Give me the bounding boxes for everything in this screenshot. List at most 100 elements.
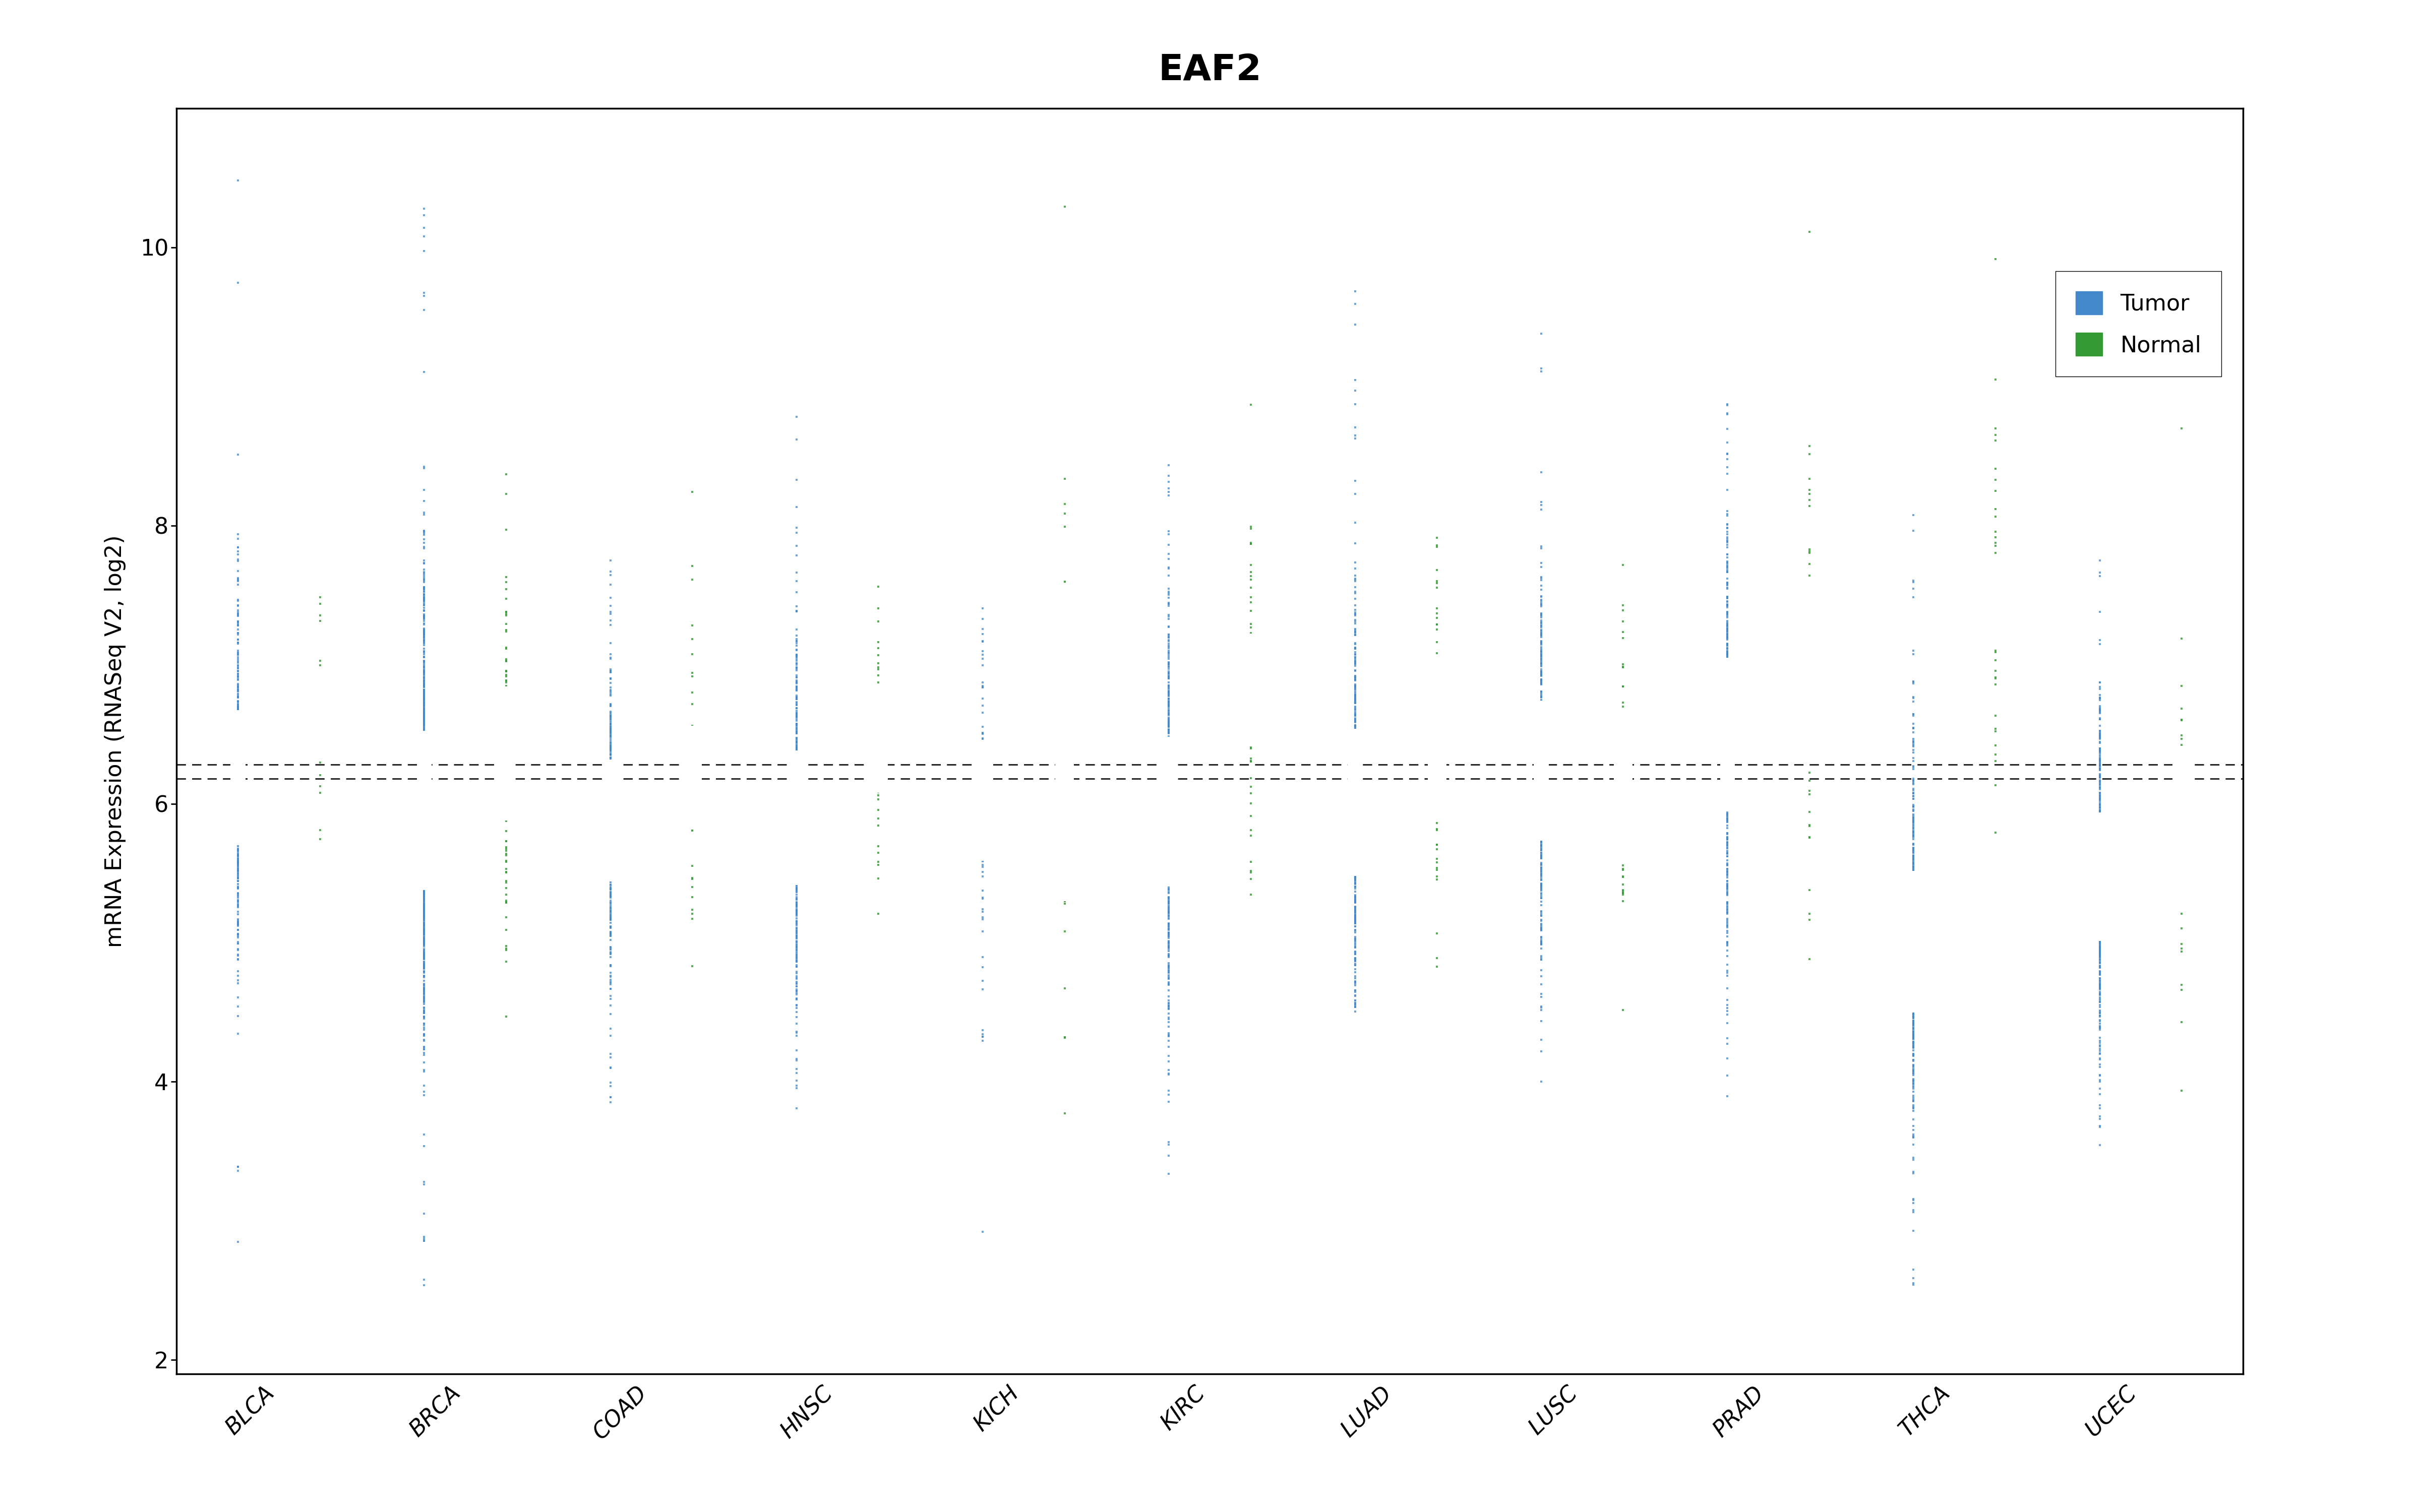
Point — [1895, 916, 1934, 940]
Point — [1977, 608, 2016, 632]
Point — [218, 700, 257, 724]
Point — [1895, 823, 1934, 847]
Point — [1522, 685, 1561, 709]
Point — [1336, 839, 1375, 863]
Point — [1895, 1019, 1934, 1043]
Point — [777, 785, 816, 809]
Point — [590, 736, 629, 761]
Point — [2081, 751, 2120, 776]
Point — [404, 792, 443, 816]
Point — [777, 656, 816, 680]
Point — [1895, 1024, 1934, 1048]
Point — [777, 1077, 816, 1101]
Point — [1895, 779, 1934, 803]
Point — [404, 550, 443, 575]
Point — [1522, 871, 1561, 895]
Point — [1522, 703, 1561, 727]
Point — [1522, 602, 1561, 626]
Point — [777, 534, 816, 558]
Point — [590, 721, 629, 745]
Point — [2081, 756, 2120, 780]
Point — [1232, 747, 1270, 771]
Point — [1709, 659, 1747, 683]
Point — [404, 729, 443, 753]
Point — [1150, 748, 1188, 773]
Point — [404, 730, 443, 754]
Point — [1336, 885, 1375, 909]
Point — [777, 950, 816, 974]
Point — [1150, 464, 1188, 488]
Point — [1045, 617, 1084, 641]
Point — [404, 756, 443, 780]
Point — [218, 745, 257, 770]
Point — [1522, 692, 1561, 717]
Point — [963, 823, 1002, 847]
Point — [2081, 738, 2120, 762]
Point — [404, 688, 443, 712]
Point — [1895, 798, 1934, 823]
Point — [404, 832, 443, 856]
Point — [590, 792, 629, 816]
Point — [777, 643, 816, 667]
Point — [218, 853, 257, 877]
Point — [777, 824, 816, 848]
Point — [1522, 874, 1561, 898]
Point — [2081, 764, 2120, 788]
Point — [777, 785, 816, 809]
Point — [486, 767, 525, 791]
Point — [1709, 863, 1747, 888]
Point — [673, 898, 711, 922]
Point — [404, 738, 443, 762]
Point — [404, 685, 443, 709]
Point — [1336, 859, 1375, 883]
Point — [1895, 892, 1934, 916]
Point — [1895, 1072, 1934, 1096]
Point — [590, 723, 629, 747]
Point — [777, 921, 816, 945]
Point — [1418, 664, 1457, 688]
Point — [2081, 860, 2120, 885]
Point — [1709, 677, 1747, 702]
Point — [1522, 785, 1561, 809]
Point — [404, 730, 443, 754]
Point — [590, 830, 629, 854]
Point — [1522, 863, 1561, 888]
Point — [1150, 854, 1188, 878]
Point — [1709, 715, 1747, 739]
Point — [777, 747, 816, 771]
Point — [2081, 768, 2120, 792]
Point — [1150, 635, 1188, 659]
Point — [404, 851, 443, 875]
Point — [1709, 647, 1747, 671]
Point — [1150, 623, 1188, 647]
Point — [404, 683, 443, 708]
Point — [404, 906, 443, 930]
Point — [1977, 561, 2016, 585]
Point — [1336, 688, 1375, 712]
Point — [1522, 659, 1561, 683]
Point — [1709, 442, 1747, 466]
Point — [1336, 823, 1375, 847]
Point — [1336, 821, 1375, 845]
Point — [300, 764, 339, 788]
Point — [777, 696, 816, 720]
Point — [1709, 753, 1747, 777]
Point — [2081, 736, 2120, 761]
Point — [1522, 742, 1561, 767]
Point — [1336, 567, 1375, 591]
Point — [404, 677, 443, 702]
Point — [2081, 694, 2120, 718]
Point — [1336, 816, 1375, 841]
Point — [1522, 697, 1561, 721]
Point — [1604, 889, 1643, 913]
Point — [404, 824, 443, 848]
Point — [1895, 974, 1934, 998]
Point — [777, 712, 816, 736]
Point — [1604, 735, 1643, 759]
Point — [777, 705, 816, 729]
Point — [404, 977, 443, 1001]
Point — [590, 853, 629, 877]
Point — [1709, 683, 1747, 708]
Point — [1604, 738, 1643, 762]
Point — [1709, 726, 1747, 750]
